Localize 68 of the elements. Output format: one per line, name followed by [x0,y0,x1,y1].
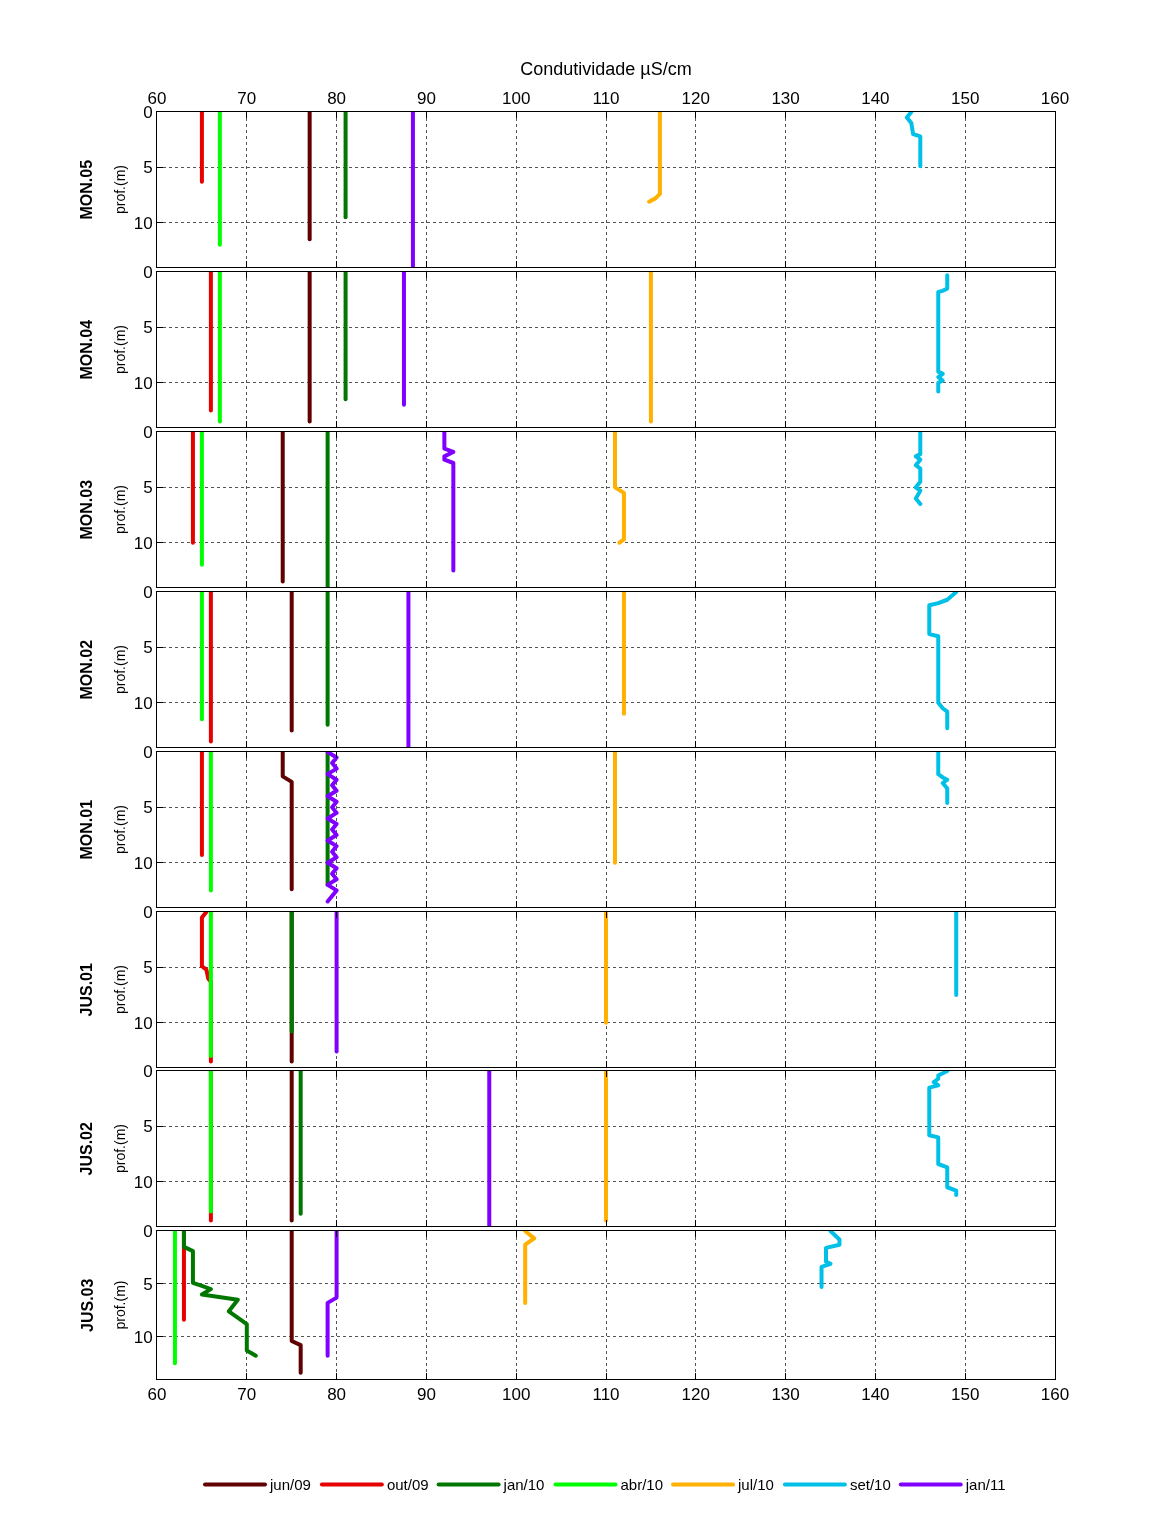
x-tick-label: 100 [502,89,531,109]
text: MON.04 [78,319,96,380]
x-tick-label: 120 [681,89,710,109]
y-tick-label: 10 [133,1013,153,1033]
x-tick-label: 110 [592,1385,620,1405]
x-tick-label: 150 [951,89,980,109]
y-axis-title: prof.(m) [112,165,129,214]
text: JUS.02 [78,1122,96,1176]
legend-label: abr/10 [620,1476,664,1494]
legend-label: jan/11 [964,1476,1006,1494]
x-tick-label: 60 [147,1385,167,1405]
text: MON.01 [78,799,96,860]
y-tick-label: 10 [133,853,153,873]
y-tick-label: 0 [143,582,153,602]
y-tick-label: 10 [133,693,153,713]
x-tick-label: 90 [416,89,436,109]
y-tick-label: 10 [133,1173,153,1193]
y-tick-label: 0 [143,902,153,922]
text: MON.03 [78,479,96,540]
legend-label: jun/09 [269,1476,311,1494]
y-tick-label: 0 [143,422,153,442]
y-tick-label: 5 [143,957,153,977]
x-tick-label: 70 [237,1385,257,1405]
y-axis-title: prof.(m) [112,644,129,694]
y-tick-label: 10 [133,373,153,393]
x-tick-label: 140 [861,1385,890,1405]
y-tick-label: 10 [133,533,153,553]
x-tick-label: 100 [502,1385,531,1405]
x-tick-label: 130 [771,1385,800,1405]
x-axis-title: Condutividade µS/cm [520,59,692,80]
x-tick-label: 80 [327,1385,347,1405]
x-tick-label: 80 [327,89,347,109]
x-tick-label: 110 [592,89,620,109]
x-tick-label: 140 [861,89,890,109]
y-axis-title: prof.(m) [112,324,129,374]
x-tick-label: 120 [681,1385,710,1405]
legend-label: jan/10 [502,1476,545,1494]
text: MON.02 [78,639,96,700]
y-tick-label: 5 [143,1275,153,1295]
legend-label: out/09 [386,1476,429,1494]
y-tick-label: 0 [143,1062,153,1082]
y-axis-title: prof.(m) [112,1280,129,1330]
y-tick-label: 5 [143,638,153,657]
x-tick-label: 160 [1040,89,1070,109]
text: JUS.03 [78,1278,96,1333]
y-axis-title: prof.(m) [112,484,129,534]
y-tick-label: 5 [143,797,153,817]
y-tick-label: 5 [143,318,153,338]
y-tick-label: 0 [143,742,153,762]
text: JUS.01 [78,962,96,1016]
y-tick-label: 5 [143,478,153,498]
x-tick-label: 160 [1040,1385,1070,1405]
y-tick-label: 0 [143,262,153,282]
y-tick-label: 10 [133,213,153,233]
text: MON.05 [78,159,96,220]
y-axis-title: prof.(m) [112,964,129,1014]
y-tick-label: 5 [143,158,153,178]
y-axis-title: prof.(m) [112,804,129,854]
x-tick-label: 90 [416,1385,436,1405]
y-tick-label: 0 [143,1222,153,1242]
y-tick-label: 10 [133,1327,153,1347]
x-tick-label: 70 [237,89,257,109]
legend-label: jul/10 [737,1476,774,1494]
y-tick-label: 5 [143,1117,153,1137]
x-tick-label: 150 [951,1385,980,1405]
x-tick-label: 130 [771,89,800,109]
legend-label: set/10 [849,1476,891,1494]
y-axis-title: prof.(m) [112,1124,129,1174]
